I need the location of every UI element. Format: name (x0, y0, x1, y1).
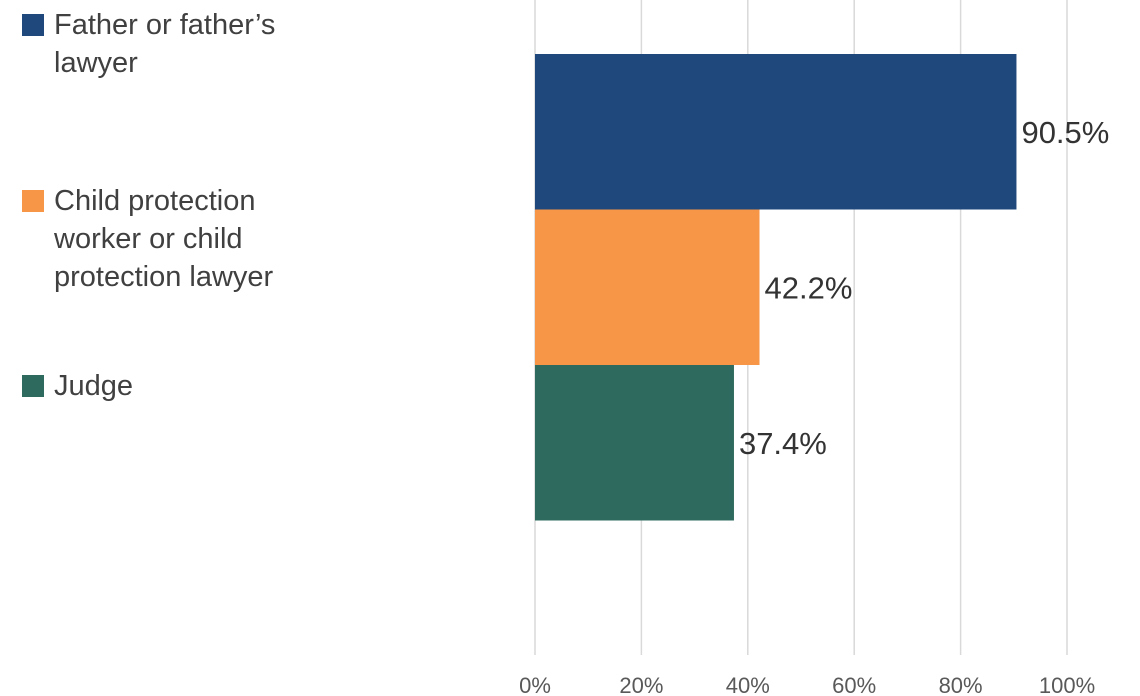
bar-1 (535, 209, 760, 365)
legend-item-judge: Judge (22, 367, 344, 405)
x-tick-label-20: 20% (619, 673, 663, 696)
x-tick-label-100: 100% (1039, 673, 1095, 696)
legend-label-child-protection: Child protection worker or child protect… (54, 185, 274, 293)
data-label-1: 42.2% (765, 270, 853, 305)
x-tick-label-80: 80% (939, 673, 983, 696)
legend-item-child-protection: Child protection worker or child protect… (22, 182, 344, 296)
legend-label-father: Father or father’s lawyer (54, 9, 276, 79)
x-tick-label-0: 0% (519, 673, 551, 696)
legend-swatch-child-protection (22, 190, 44, 212)
bar-0 (535, 54, 1017, 210)
legend-item-father: Father or father’s lawyer (22, 6, 344, 82)
legend-label-judge: Judge (54, 370, 134, 402)
legend-swatch-father (22, 14, 44, 36)
data-label-0: 90.5% (1021, 115, 1109, 150)
data-label-2: 37.4% (739, 426, 827, 461)
legend-swatch-judge (22, 375, 44, 397)
x-tick-label-60: 60% (832, 673, 876, 696)
bar-2 (535, 365, 734, 521)
x-tick-label-40: 40% (726, 673, 770, 696)
